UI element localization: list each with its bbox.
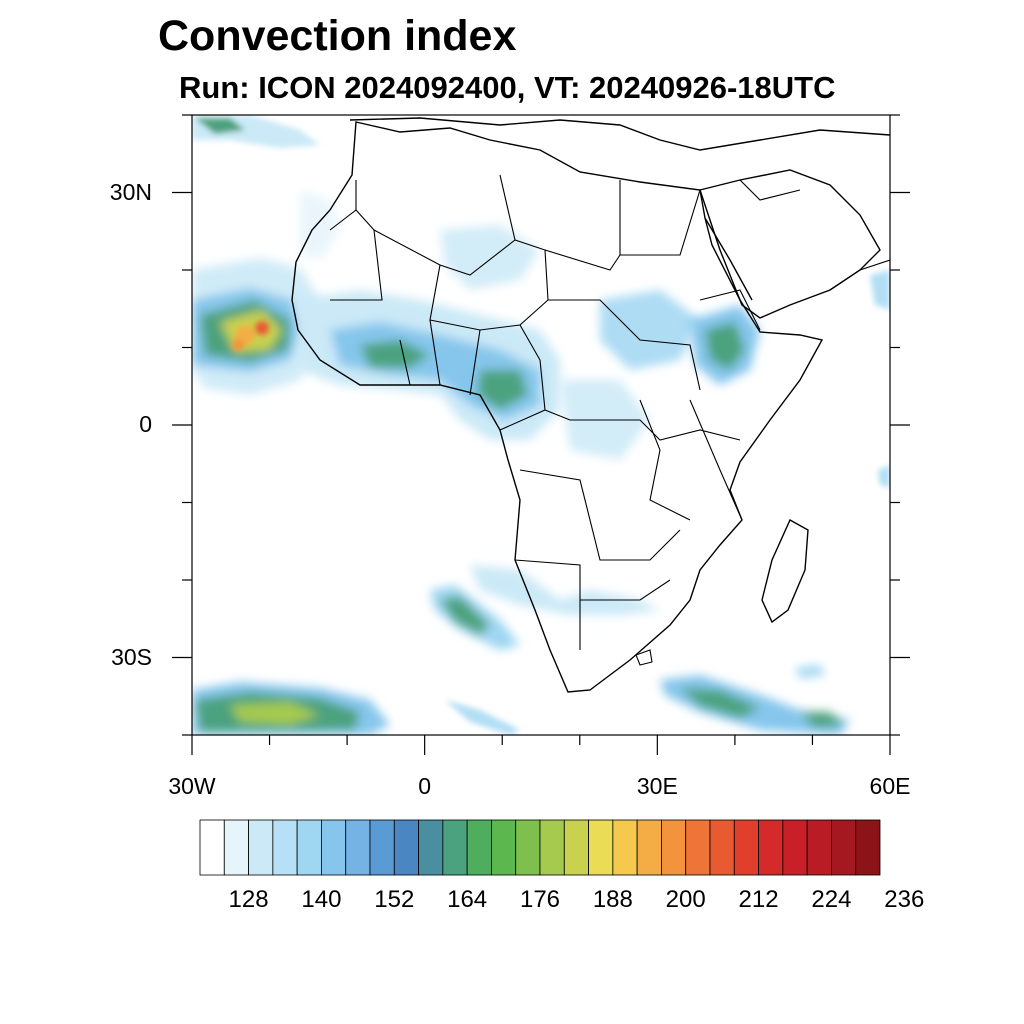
lat-tick-label: 30N [109,178,152,205]
colorbar-swatch [831,819,857,876]
lon-tick-label: 0 [418,773,432,799]
colorbar-label: 200 [665,886,706,913]
colorbar-swatch [393,819,419,876]
colorbar-swatch [539,819,565,876]
colorbar-swatch [442,819,468,876]
colorbar-swatch [612,819,638,876]
colorbar-label: 224 [811,886,852,913]
colorbar-label: 188 [592,886,633,913]
lat-tick-label: 30S [111,643,152,670]
colorbar-swatch [491,819,517,876]
colorbar-swatch [345,819,371,876]
colorbar-swatch [272,819,298,876]
colorbar-swatch [321,819,347,876]
colorbar-label: 140 [301,886,342,913]
chart-subtitle: Run: ICON 2024092400, VT: 20240926-18UTC [179,70,836,105]
madagascar [761,519,809,624]
colorbar-label: 128 [228,886,269,913]
lon-tick-label: 30W [168,773,216,799]
colorbar-swatch [782,819,808,876]
lat-tick-label: 0 [139,411,152,437]
colorbar-swatch [369,819,395,876]
colorbar-swatch [709,819,735,876]
colorbar-swatch [296,819,322,876]
colorbar-swatch [248,819,274,876]
colorbar-label: 164 [447,886,488,913]
colorbar-label: 212 [738,886,779,913]
colorbar-swatch [733,819,759,876]
lon-tick-label: 60E [869,773,911,799]
colorbar-swatch [685,819,711,876]
colorbar-swatch [661,819,687,876]
axis-ticks [172,114,910,755]
colorbar-label: 236 [884,886,925,913]
colorbar-label: 152 [374,886,415,913]
colorbar-swatch [806,819,832,876]
colorbar-swatch [636,819,662,876]
colorbar [199,819,881,876]
colorbar-swatch [515,819,541,876]
colorbar-swatch [199,819,225,876]
lon-tick-label: 30E [636,773,678,799]
convection-shading [192,115,890,735]
colorbar-swatch [855,819,881,876]
red-sea [704,217,753,301]
colorbar-swatch [758,819,784,876]
europe-coast [349,117,890,151]
colorbar-swatch [223,819,249,876]
colorbar-label: 176 [519,886,561,913]
chart-title: Convection index [158,12,517,60]
colorbar-swatch [563,819,589,876]
colorbar-swatch [466,819,492,876]
colorbar-swatch [588,819,614,876]
colorbar-swatch [418,819,444,876]
country-borders [329,174,890,666]
